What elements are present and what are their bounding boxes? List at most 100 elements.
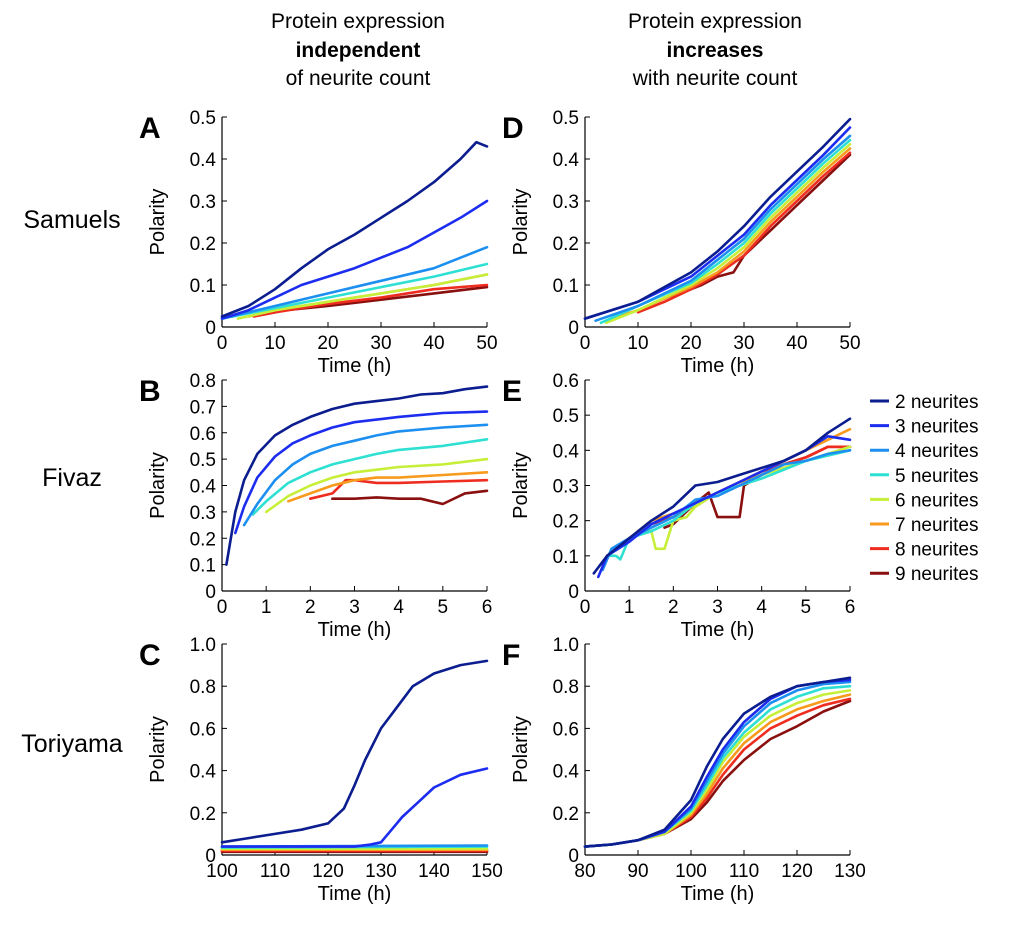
series-line-5-neurites — [220, 262, 489, 320]
y-tick-label: 0.3 — [190, 192, 216, 213]
x-tick-label: 120 — [312, 861, 344, 882]
series-line-6-neurites — [604, 143, 852, 325]
x-tick-label: 40 — [423, 333, 444, 354]
y-tick-label: 0.3 — [553, 477, 579, 498]
x-tick-label: 5 — [438, 597, 449, 618]
panel-f: F 80 90 100 110 120 130 0 0.2 0.4 0.6 0.8 1.0 Time (h… — [502, 635, 866, 905]
column-title-left: Protein expression independent of neurit… — [271, 10, 445, 90]
series-line-3-neurites — [220, 767, 489, 848]
x-tick-label: 20 — [680, 333, 701, 354]
x-tick-label: 6 — [845, 597, 856, 618]
panel-letter: B — [139, 375, 161, 408]
x-axis-title: Time (h) — [318, 883, 392, 905]
y-tick-label: 0.8 — [190, 371, 216, 392]
column-title-right-line1: Protein expression — [628, 10, 802, 33]
x-tick-label: 90 — [627, 861, 648, 882]
legend: 2 neurites 3 neurites 4 neurites 5 neurites… — [870, 392, 978, 585]
y-tick-label: 0.5 — [553, 108, 579, 129]
x-tick-label: 130 — [365, 861, 397, 882]
series-line-2-neurites — [583, 117, 852, 320]
row-label-samuels: Samuels — [23, 206, 120, 234]
x-axis-title: Time (h) — [681, 355, 755, 377]
x-tick-label: 10 — [627, 333, 648, 354]
x-tick-label: 50 — [839, 333, 860, 354]
y-tick-label: 0.6 — [190, 424, 216, 445]
y-tick-label: 0.1 — [553, 276, 579, 297]
x-tick-label: 30 — [733, 333, 754, 354]
x-tick-label: 80 — [574, 861, 595, 882]
x-tick-label: 1 — [261, 597, 272, 618]
legend-label: 7 neurites — [895, 515, 978, 536]
y-tick-label: 0.2 — [553, 804, 579, 825]
series-line-4-neurites — [601, 448, 852, 572]
series-line-4-neurites — [242, 423, 489, 527]
y-tick-label: 0.2 — [553, 512, 579, 533]
series-line-2-neurites — [583, 676, 852, 848]
series-line-8-neurites — [636, 151, 852, 314]
y-tick-label: 0.5 — [553, 406, 579, 427]
y-tick-label: 0.2 — [190, 234, 216, 255]
x-tick-label: 150 — [471, 861, 503, 882]
x-axis-title: Time (h) — [318, 355, 392, 377]
x-tick-label: 5 — [801, 597, 812, 618]
x-tick-label: 0 — [217, 333, 228, 354]
y-tick-label: 0.1 — [553, 547, 579, 568]
column-title-left-line1: Protein expression — [271, 10, 445, 33]
series-line-6-neurites — [627, 445, 852, 551]
y-tick-label: 0.2 — [190, 529, 216, 550]
x-tick-label: 2 — [305, 597, 316, 618]
row-label-toriyama: Toriyama — [21, 730, 123, 758]
y-axis-title: Polarity — [510, 452, 532, 519]
y-tick-label: 1.0 — [190, 635, 216, 656]
panel-letter: E — [502, 375, 522, 408]
series-line-2-neurites — [225, 385, 489, 566]
series-line-4-neurites — [220, 245, 489, 320]
y-tick-label: 0 — [568, 846, 579, 867]
x-tick-label: 140 — [418, 861, 450, 882]
column-title-right: Protein expression increases with neurit… — [628, 10, 802, 90]
y-tick-label: 0 — [568, 318, 579, 339]
series-line-4-neurites — [594, 134, 852, 323]
x-tick-label: 120 — [781, 861, 813, 882]
column-title-right-line3: with neurite count — [632, 67, 798, 90]
row-label-fivaz: Fivaz — [42, 464, 102, 492]
series-line-5-neurites — [599, 138, 852, 325]
series-line-2-neurites — [220, 659, 489, 844]
y-tick-label: 0.5 — [190, 450, 216, 471]
x-tick-label: 1 — [624, 597, 635, 618]
panel-letter: C — [139, 639, 161, 672]
x-tick-label: 0 — [217, 597, 228, 618]
legend-label: 9 neurites — [895, 564, 978, 585]
panel-d: D 0 10 20 30 40 50 0 0.1 0.2 0.3 0.4 0.5 Time (h) Pola… — [502, 108, 861, 377]
x-tick-label: 6 — [482, 597, 493, 618]
x-axis-title: Time (h) — [681, 883, 755, 905]
x-tick-label: 110 — [260, 861, 290, 882]
panel-a: A 0 10 20 30 40 50 0 0.1 0.2 0.3 0.4 0.5 Time (h) Pola… — [139, 108, 498, 377]
y-tick-label: 0.4 — [190, 762, 217, 783]
legend-label: 5 neurites — [895, 466, 978, 487]
panel-letter: D — [502, 112, 524, 145]
y-tick-label: 0.6 — [190, 719, 216, 740]
y-tick-label: 0.4 — [553, 441, 580, 462]
panel-c: C 100 110 120 130 140 150 0 0.2 0.4 0.6 0.8 1.0 Time … — [139, 635, 503, 905]
series-line-5-neurites — [251, 437, 489, 516]
y-tick-label: 0 — [205, 846, 216, 867]
series-line-3-neurites — [234, 410, 489, 535]
y-tick-label: 0 — [205, 582, 216, 603]
x-tick-label: 50 — [476, 333, 497, 354]
series-line-3-neurites — [220, 199, 489, 320]
series-line-9-neurites — [331, 489, 489, 506]
panel-letter: F — [502, 639, 520, 672]
x-tick-label: 100 — [206, 861, 238, 882]
y-axis-title: Polarity — [147, 716, 169, 783]
series-line-4-neurites — [583, 680, 852, 848]
legend-label: 8 neurites — [895, 540, 978, 561]
panel-letter: A — [139, 112, 161, 145]
series-line-2-neurites — [220, 140, 489, 318]
y-tick-label: 0.1 — [190, 556, 216, 577]
y-tick-label: 0.1 — [190, 276, 216, 297]
x-tick-label: 130 — [834, 861, 866, 882]
series-line-7-neurites — [286, 470, 489, 503]
